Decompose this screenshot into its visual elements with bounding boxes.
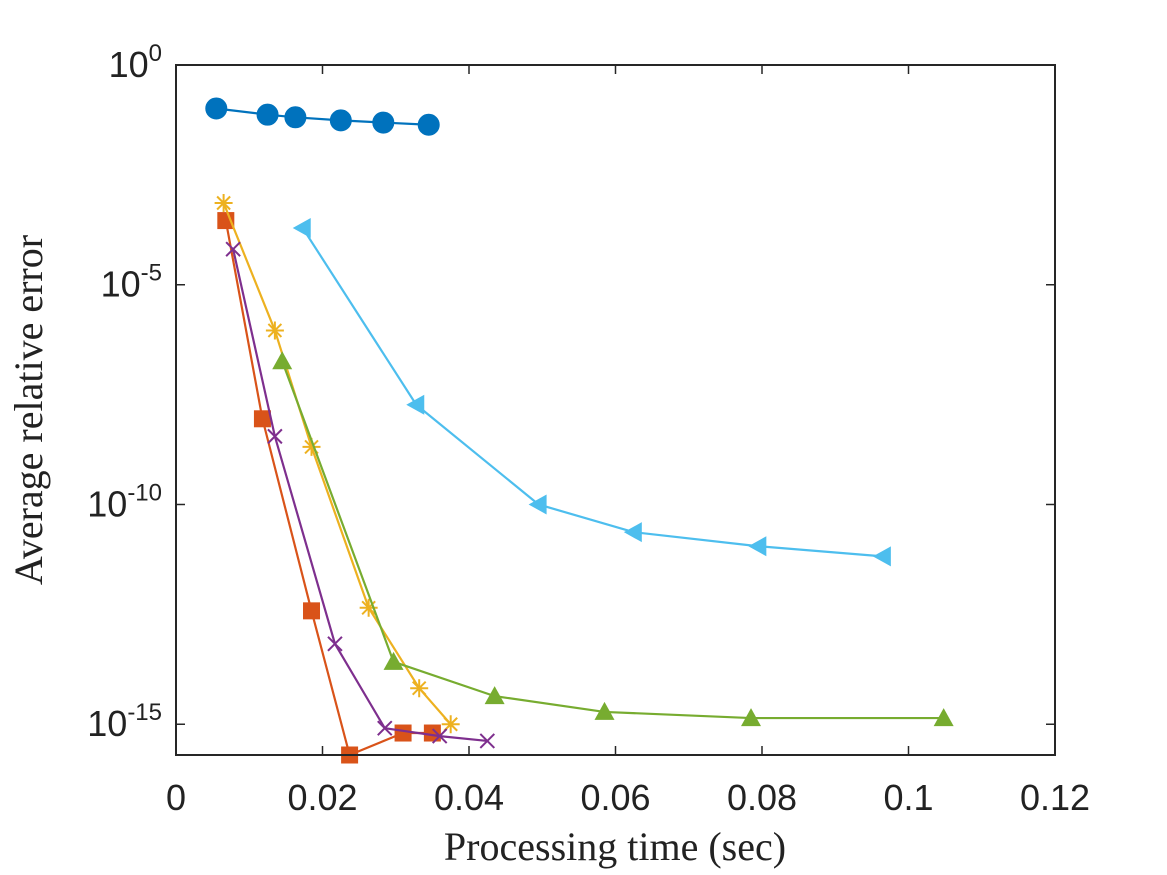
x-tick-label: 0.04 xyxy=(434,777,504,818)
series-layer xyxy=(205,97,954,764)
data-point xyxy=(441,715,460,734)
data-point xyxy=(253,410,271,428)
data-point xyxy=(423,724,441,742)
data-point xyxy=(303,602,321,620)
y-axis-label: Average relative error xyxy=(6,235,51,585)
y-tick-label: 10-15 xyxy=(87,699,162,744)
data-point xyxy=(417,113,440,136)
data-point xyxy=(431,728,448,744)
data-point xyxy=(872,546,891,567)
data-point xyxy=(302,437,321,456)
series-series-2 xyxy=(217,212,441,764)
y-tick-label: 10-5 xyxy=(101,260,162,305)
data-point xyxy=(410,679,429,698)
series-series-5 xyxy=(272,351,954,727)
series-series-1 xyxy=(205,97,440,136)
y-tick-label: 10-10 xyxy=(87,479,162,524)
data-point xyxy=(284,106,307,129)
y-tick-labels: 100 10-5 10-10 10-15 xyxy=(87,40,162,744)
plot-area-background xyxy=(176,65,1055,755)
data-point xyxy=(372,111,395,134)
series-series-4 xyxy=(225,241,496,749)
series-line xyxy=(232,248,488,743)
series-line xyxy=(301,227,883,558)
data-point xyxy=(933,708,954,727)
data-point xyxy=(265,321,284,340)
x-tick-label: 0 xyxy=(166,777,186,818)
data-point xyxy=(479,733,496,749)
data-point xyxy=(528,494,547,515)
data-point xyxy=(623,522,642,543)
data-point xyxy=(225,241,241,257)
data-point xyxy=(394,724,412,742)
x-axis-label: Processing time (sec) xyxy=(444,824,786,869)
x-tick-label: 0.12 xyxy=(1020,777,1090,818)
data-point xyxy=(214,194,233,212)
series-series-3 xyxy=(214,194,460,734)
data-point xyxy=(205,97,228,120)
data-point xyxy=(484,686,505,705)
data-point xyxy=(377,720,393,736)
y-tick-label: 100 xyxy=(109,40,162,85)
data-point xyxy=(383,651,404,670)
data-point xyxy=(267,428,283,445)
data-point xyxy=(292,218,311,239)
data-point xyxy=(329,109,352,132)
data-point xyxy=(741,708,762,727)
series-line xyxy=(281,360,944,720)
ticks-layer xyxy=(175,64,1056,755)
x-tick-label: 0.06 xyxy=(580,777,650,818)
data-point xyxy=(327,636,343,652)
x-tick-label: 0.02 xyxy=(287,777,357,818)
data-point xyxy=(594,701,615,720)
data-point xyxy=(748,536,767,557)
data-point xyxy=(359,598,378,617)
data-point xyxy=(272,351,293,370)
series-series-6 xyxy=(292,218,891,567)
data-point xyxy=(406,394,425,415)
x-tick-labels: 0 0.02 0.04 0.06 0.08 0.1 0.12 xyxy=(166,777,1090,818)
x-tick-label: 0.08 xyxy=(727,777,797,818)
x-tick-label: 0.1 xyxy=(883,777,933,818)
data-point xyxy=(256,103,279,126)
